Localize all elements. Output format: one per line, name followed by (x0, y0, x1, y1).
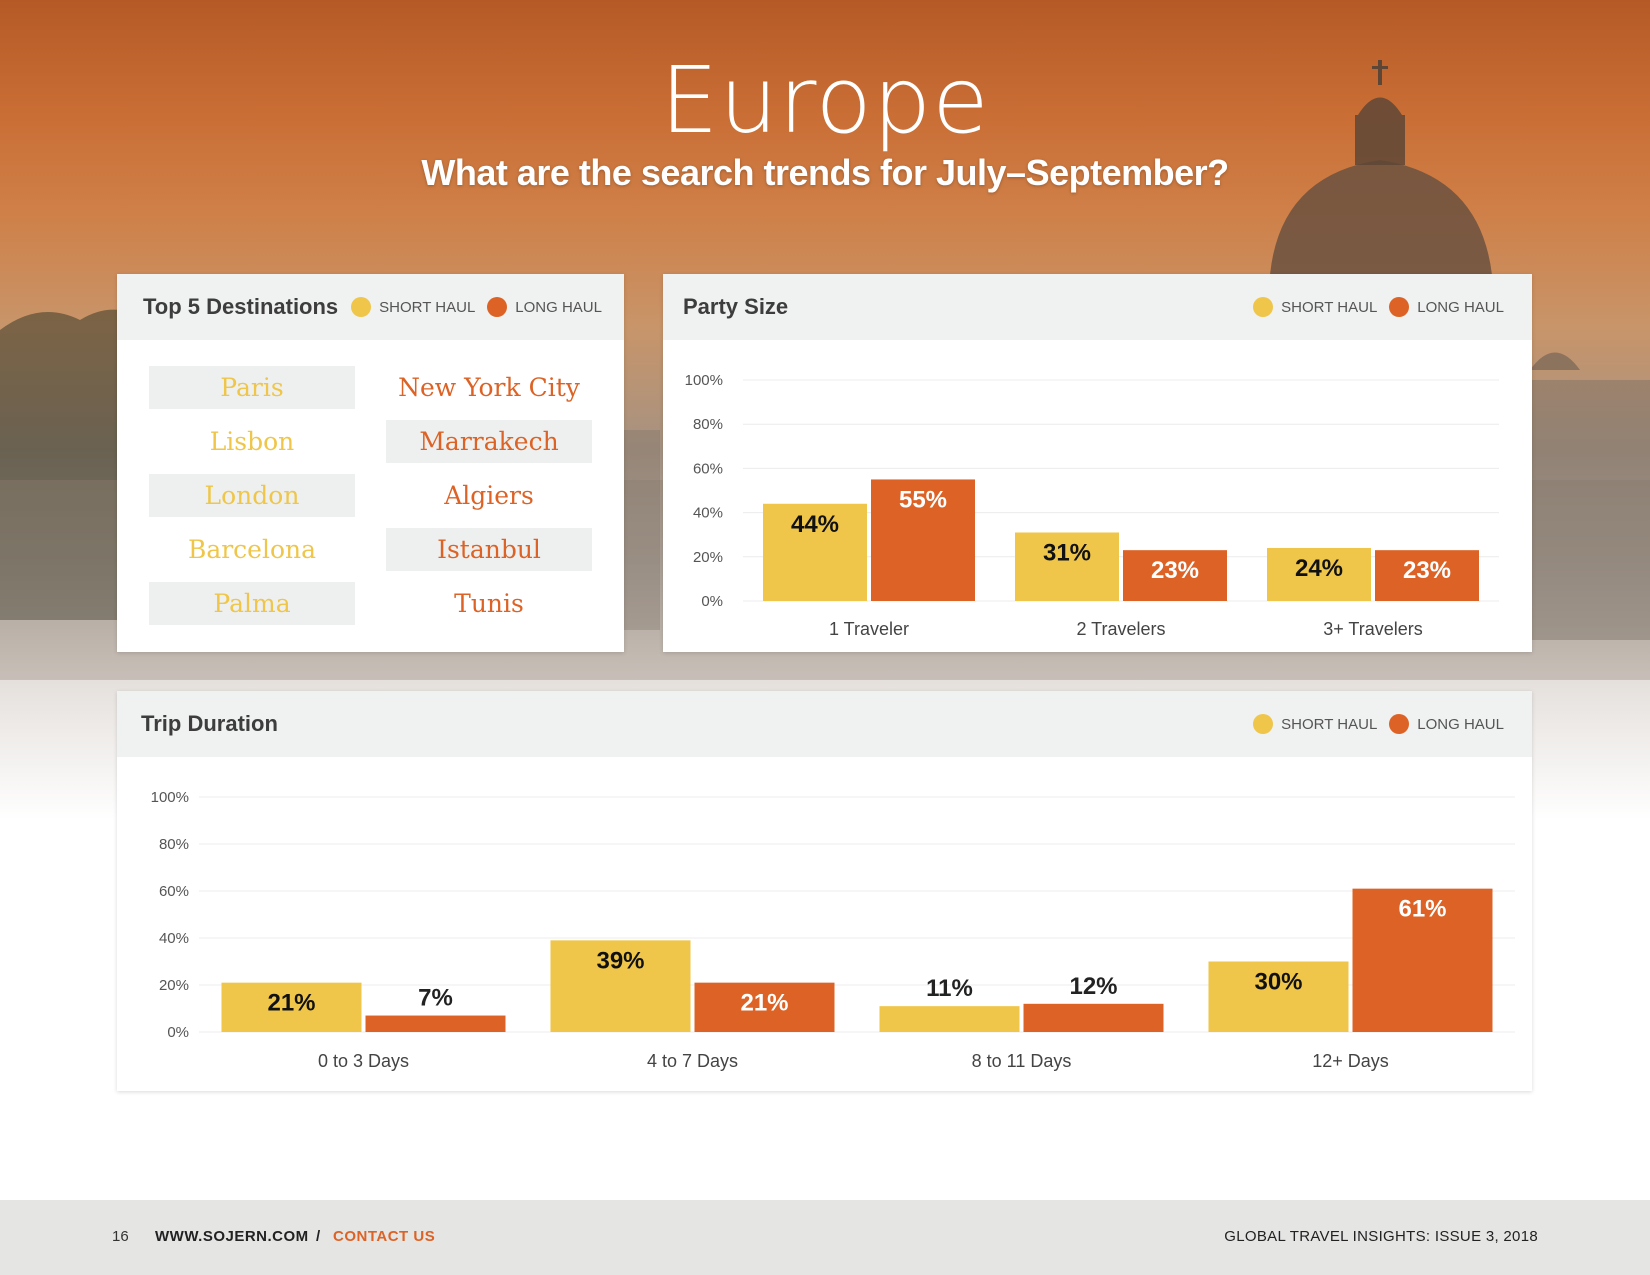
legend-label: LONG HAUL (515, 298, 602, 316)
y-tick-label: 0% (167, 1024, 189, 1041)
destination-long-haul-1: New York City (398, 373, 580, 402)
page-subtitle: What are the search trends for July–Sept… (421, 152, 1229, 193)
y-tick-label: 60% (693, 460, 723, 477)
panel-header: Party Size SHORT HAUL LONG HAUL (663, 274, 1532, 340)
destination-long-haul-3: Algiers (444, 481, 534, 510)
footer: 16 WWW.SOJERN.COM / CONTACT US GLOBAL TR… (0, 1200, 1650, 1275)
bar-short-haul (221, 982, 362, 1032)
legend-label: SHORT HAUL (379, 298, 476, 316)
bar-long-haul (365, 1015, 506, 1032)
data-label: 61% (1398, 896, 1446, 923)
bar-long-haul (1023, 1003, 1164, 1032)
party-size-panel: Party Size SHORT HAUL LONG HAUL 0% 20% 40%… (663, 274, 1532, 652)
destination-short-haul-3: London (149, 474, 355, 517)
category-label: 8 to 11 Days (972, 1051, 1072, 1071)
bar-long-haul (871, 479, 975, 601)
bar-short-haul (550, 940, 691, 1032)
data-label: 30% (1254, 969, 1302, 996)
data-label: 44% (791, 511, 839, 538)
legend: SHORT HAUL LONG HAUL (1241, 297, 1504, 317)
legend-long-haul: LONG HAUL (487, 297, 602, 317)
legend-label: SHORT HAUL (1281, 715, 1378, 733)
party-size-chart: 0% 20% 40% 60% 80% 100% 44% 55% 1 Traveler 31% 23%… (685, 372, 1499, 639)
short-haul-dot-icon (351, 297, 372, 317)
bar-short-haul (879, 1006, 1020, 1032)
page-number: 16 (112, 1228, 129, 1245)
panel-title: Top 5 Destinations (143, 294, 339, 319)
y-tick-label: 100% (685, 372, 723, 389)
category-label: 12+ Days (1312, 1051, 1389, 1071)
legend-long-haul: LONG HAUL (1389, 297, 1504, 317)
y-tick-label: 80% (693, 416, 723, 433)
y-tick-label: 60% (159, 883, 189, 900)
destination-short-haul-2: Lisbon (209, 427, 295, 456)
footer-separator: / (316, 1228, 321, 1245)
long-haul-dot-icon (1389, 714, 1410, 734)
data-label: 23% (1403, 557, 1451, 584)
y-tick-label: 40% (159, 930, 189, 947)
legend-label: LONG HAUL (1417, 715, 1504, 733)
destination-long-haul-5: Tunis (454, 589, 524, 618)
long-haul-dot-icon (1389, 297, 1410, 317)
trip-duration-chart: 0% 20% 40% 60% 80% 100% 21% 7% 0 to 3 Days 39% 21%… (151, 789, 1515, 1071)
data-label: 12% (1069, 973, 1117, 1000)
trip-duration-panel: Trip Duration SHORT HAUL LONG HAUL 0% 20%… (117, 691, 1532, 1091)
website-link[interactable]: WWW.SOJERN.COM (155, 1228, 309, 1245)
data-label: 11% (926, 975, 973, 1002)
legend-long-haul: LONG HAUL (1389, 714, 1504, 734)
y-tick-label: 40% (693, 505, 723, 522)
category-label: 4 to 7 Days (647, 1051, 738, 1071)
destination-long-haul-4: Istanbul (386, 528, 592, 571)
bar-long-haul (1123, 550, 1227, 601)
data-label: 21% (267, 990, 315, 1017)
data-label: 39% (596, 947, 644, 974)
legend-short-haul: SHORT HAUL (1253, 297, 1377, 317)
data-label: 21% (740, 990, 788, 1017)
page-title: Europe (660, 47, 990, 154)
panel-header: Trip Duration SHORT HAUL LONG HAUL (117, 691, 1532, 757)
legend-label: SHORT HAUL (1281, 298, 1378, 316)
bar-short-haul (1208, 961, 1349, 1032)
data-label: 24% (1295, 555, 1343, 582)
destination-short-haul-1: Paris (149, 366, 355, 409)
panel-title: Party Size (683, 294, 789, 319)
top-destinations-panel: Top 5 Destinations SHORT HAUL LONG HAUL … (117, 274, 624, 652)
bar-short-haul (1015, 532, 1119, 601)
legend-short-haul: SHORT HAUL (1253, 714, 1377, 734)
legend: SHORT HAUL LONG HAUL (339, 297, 602, 317)
bar-short-haul (1267, 547, 1371, 601)
short-haul-dot-icon (1253, 297, 1274, 317)
bar-long-haul (694, 982, 835, 1032)
y-tick-label: 20% (693, 549, 723, 566)
destination-long-haul-2: Marrakech (386, 420, 592, 463)
y-tick-label: 20% (159, 977, 189, 994)
legend-short-haul: SHORT HAUL (351, 297, 475, 317)
destination-short-haul-4: Barcelona (187, 535, 317, 564)
data-label: 7% (418, 985, 453, 1012)
issue-label: GLOBAL TRAVEL INSIGHTS: ISSUE 3, 2018 (1224, 1228, 1538, 1245)
category-label: 2 Travelers (1076, 619, 1165, 639)
category-label: 3+ Travelers (1323, 619, 1423, 639)
panel-title: Trip Duration (141, 711, 278, 736)
panel-header: Top 5 Destinations SHORT HAUL LONG HAUL (117, 274, 624, 340)
bar-long-haul (1375, 550, 1479, 601)
destination-short-haul-5: Palma (149, 582, 355, 625)
data-label: 55% (899, 486, 947, 513)
category-label: 0 to 3 Days (318, 1051, 409, 1071)
legend: SHORT HAUL LONG HAUL (1241, 714, 1504, 734)
y-tick-label: 80% (159, 836, 189, 853)
contact-us-link[interactable]: CONTACT US (333, 1228, 436, 1245)
data-label: 23% (1151, 557, 1199, 584)
short-haul-dot-icon (1253, 714, 1274, 734)
y-tick-label: 100% (151, 789, 189, 806)
bar-long-haul (1352, 888, 1493, 1032)
category-label: 1 Traveler (829, 619, 909, 639)
legend-label: LONG HAUL (1417, 298, 1504, 316)
bar-short-haul (763, 503, 867, 601)
y-tick-label: 0% (701, 593, 723, 610)
data-label: 31% (1043, 539, 1091, 566)
long-haul-dot-icon (487, 297, 508, 317)
